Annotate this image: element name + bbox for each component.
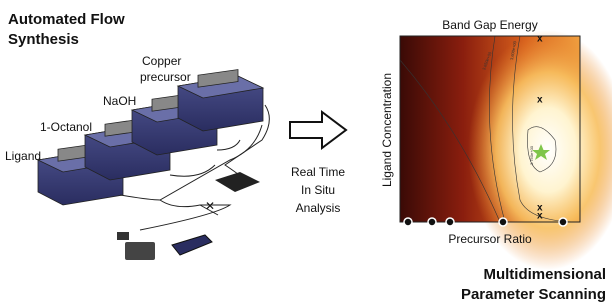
analysis-label: Real Time [291,165,345,179]
svg-text:x: x [537,34,543,45]
title-line: Synthesis [8,31,79,48]
junction: ✕ [205,199,215,213]
heatmap-title: Band Gap Energy [442,18,537,32]
svg-text:x: x [537,211,543,222]
reagent-label: 1-Octanol [40,120,92,134]
svg-text:x: x [537,95,543,106]
analysis-label: In Situ [301,183,335,197]
reagent-label: Copper [142,54,181,68]
flow-cell [215,172,260,192]
process-arrow [290,112,346,148]
x-axis-label: Precursor Ratio [448,232,532,246]
reagent-label: Ligand [5,149,41,163]
y-axis-label: Ligand Concentration [380,73,394,187]
spectrometer [172,235,212,255]
contour-label: 3.750e+00 [529,145,534,165]
analysis-label: Analysis [296,201,341,215]
device [117,232,129,240]
reagent-label: NaOH [103,94,136,108]
title-line: Automated Flow [8,11,125,28]
footer-line: Parameter Scanning [461,286,606,303]
footer-line: Multidimensional [483,266,606,283]
figure: Automated Flow Synthesis [0,0,612,305]
reagent-label: precursor [140,70,191,84]
sample-array [125,242,155,260]
